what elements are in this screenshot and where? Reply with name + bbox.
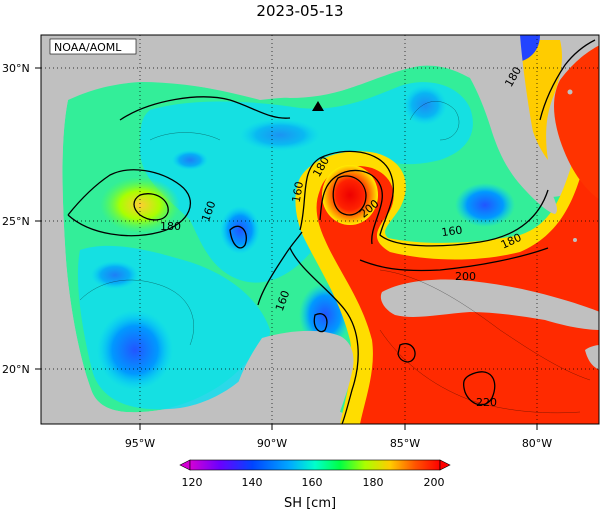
lon-label-95w: 95°W	[125, 437, 155, 450]
low-spot-west	[91, 261, 139, 289]
map-title: 2023-05-13	[256, 2, 344, 20]
lon-label-85w: 85°W	[390, 437, 420, 450]
warm-eddy	[322, 165, 378, 225]
low-spot-west-florida	[455, 183, 515, 227]
lat-label-20n: 20°N	[2, 363, 30, 376]
lat-label-25n: 25°N	[2, 215, 30, 228]
colorbar-label: SH [cm]	[283, 496, 337, 511]
colorbar-min-arrow	[179, 459, 191, 471]
lon-label-90w: 90°W	[257, 437, 287, 450]
colorbar-max-arrow	[439, 459, 451, 471]
lat-label-30n: 30°N	[2, 62, 30, 75]
station-marker-triangle	[312, 101, 324, 111]
contour-lines	[67, 39, 596, 424]
lon-label-80w: 80°W	[522, 437, 552, 450]
contour-label: 160	[441, 223, 464, 239]
low-spot-north-central	[240, 119, 320, 151]
cuba-island	[380, 279, 599, 330]
contour-label: 200	[455, 270, 476, 283]
loop-current-core	[316, 85, 599, 424]
credit-box	[49, 38, 137, 55]
us-gulf-coast	[41, 35, 470, 100]
map-frame	[40, 34, 600, 425]
yucatan-peninsula	[230, 330, 354, 424]
colorbar-tick: 140	[242, 476, 263, 489]
contour-label: 220	[476, 396, 497, 409]
contour-label: 160	[290, 181, 306, 204]
colorbar-tick: 160	[302, 476, 323, 489]
low-spot-central	[220, 206, 260, 254]
atlantic-transition	[520, 40, 563, 160]
hispaniola-edge	[585, 345, 599, 370]
colorbar-ramp	[189, 459, 441, 471]
low-spot-southwest	[97, 310, 173, 390]
florida-peninsula	[455, 35, 558, 214]
colorbar: 120 140 160 180 200	[179, 459, 451, 489]
low-spot-north	[172, 150, 208, 170]
mexico-coast	[41, 35, 230, 424]
atlantic-warm	[554, 45, 599, 200]
credit-label: NOAA/AOML	[54, 41, 122, 54]
low-spot-northeast	[403, 85, 447, 125]
colorbar-tick: 200	[424, 476, 445, 489]
colorbar-tick: 120	[182, 476, 203, 489]
contour-label: 180	[160, 220, 181, 233]
colorbar-tick: 180	[363, 476, 384, 489]
graticule	[41, 35, 599, 424]
